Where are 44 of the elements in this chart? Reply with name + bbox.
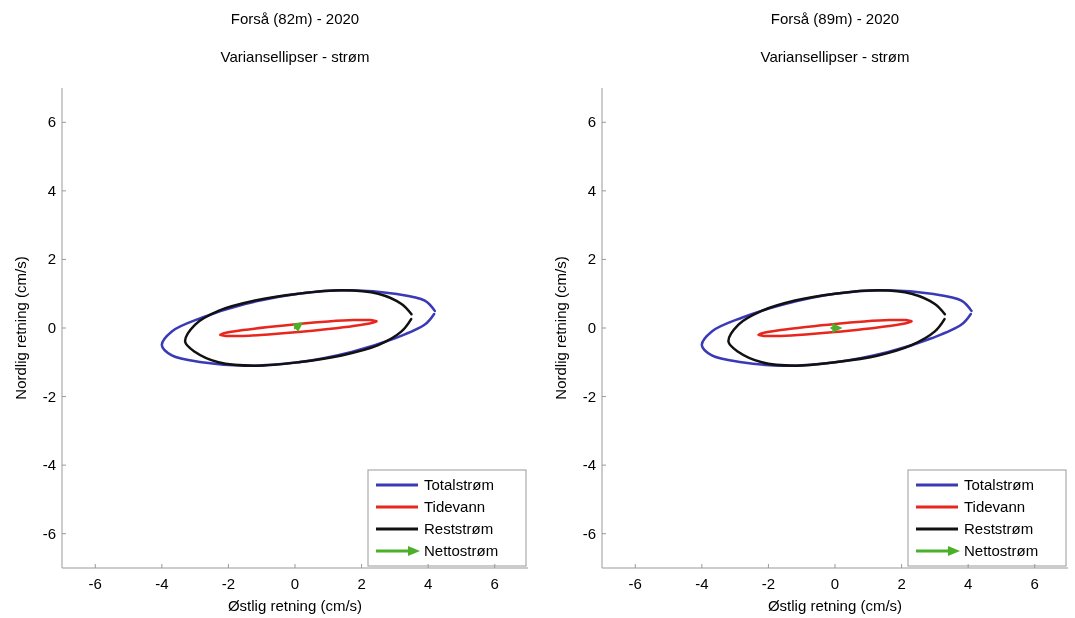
chart-subtitle: Variansellipser - strøm [220,48,370,65]
legend-label: Nettostrøm [424,542,499,559]
y-tick-label: 0 [47,319,56,336]
y-tick-label: -6 [42,524,56,542]
x-tick-label: 0 [290,575,300,592]
y-axis-title: Nordlig retning (cm/s) [12,256,29,400]
legend-label: Tidevann [964,498,1026,515]
x-tick-label: -2 [761,575,776,592]
chart-subtitle: Variansellipser - strøm [760,48,910,65]
x-tick-label: 0 [830,575,840,592]
y-tick-label: 4 [587,181,596,199]
y-axis-title: Nordlig retning (cm/s) [552,256,569,400]
x-tick-label: 6 [1030,575,1039,592]
x-tick-label: 4 [423,575,433,592]
y-tick-label: -4 [42,456,56,474]
x-tick-label: -2 [221,575,236,592]
y-tick-label: 6 [47,113,56,131]
x-tick-label: 2 [897,575,906,592]
x-tick-label: 6 [490,575,499,592]
y-tick-label: -4 [582,456,596,474]
legend-label: Nettostrøm [964,542,1039,559]
chart-title: Forså (82m) - 2020 [230,10,360,27]
x-axis-title: Østlig retning (cm/s) [227,597,363,614]
legend-label: Totalstrøm [424,476,495,493]
x-axis-title: Østlig retning (cm/s) [767,597,903,614]
y-tick-label: -2 [42,387,56,405]
legend-label: Tidevann [424,498,486,515]
y-tick-label: -2 [582,387,596,405]
x-tick-label: -4 [695,575,709,592]
y-tick-label: 0 [587,319,596,336]
legend-label: Reststrøm [964,520,1034,537]
y-tick-label: -6 [582,524,596,542]
y-tick-label: 2 [587,250,596,268]
legend-label: Totalstrøm [964,476,1035,493]
legend-label: Reststrøm [424,520,494,537]
x-tick-label: -6 [88,575,102,592]
y-tick-label: 2 [47,250,56,268]
x-tick-label: -4 [155,575,169,592]
x-tick-label: 4 [963,575,973,592]
y-tick-label: 4 [47,181,56,199]
x-tick-label: 2 [357,575,366,592]
chart-title: Forså (89m) - 2020 [770,10,900,27]
y-tick-label: 6 [587,113,596,131]
x-tick-label: -6 [628,575,642,592]
